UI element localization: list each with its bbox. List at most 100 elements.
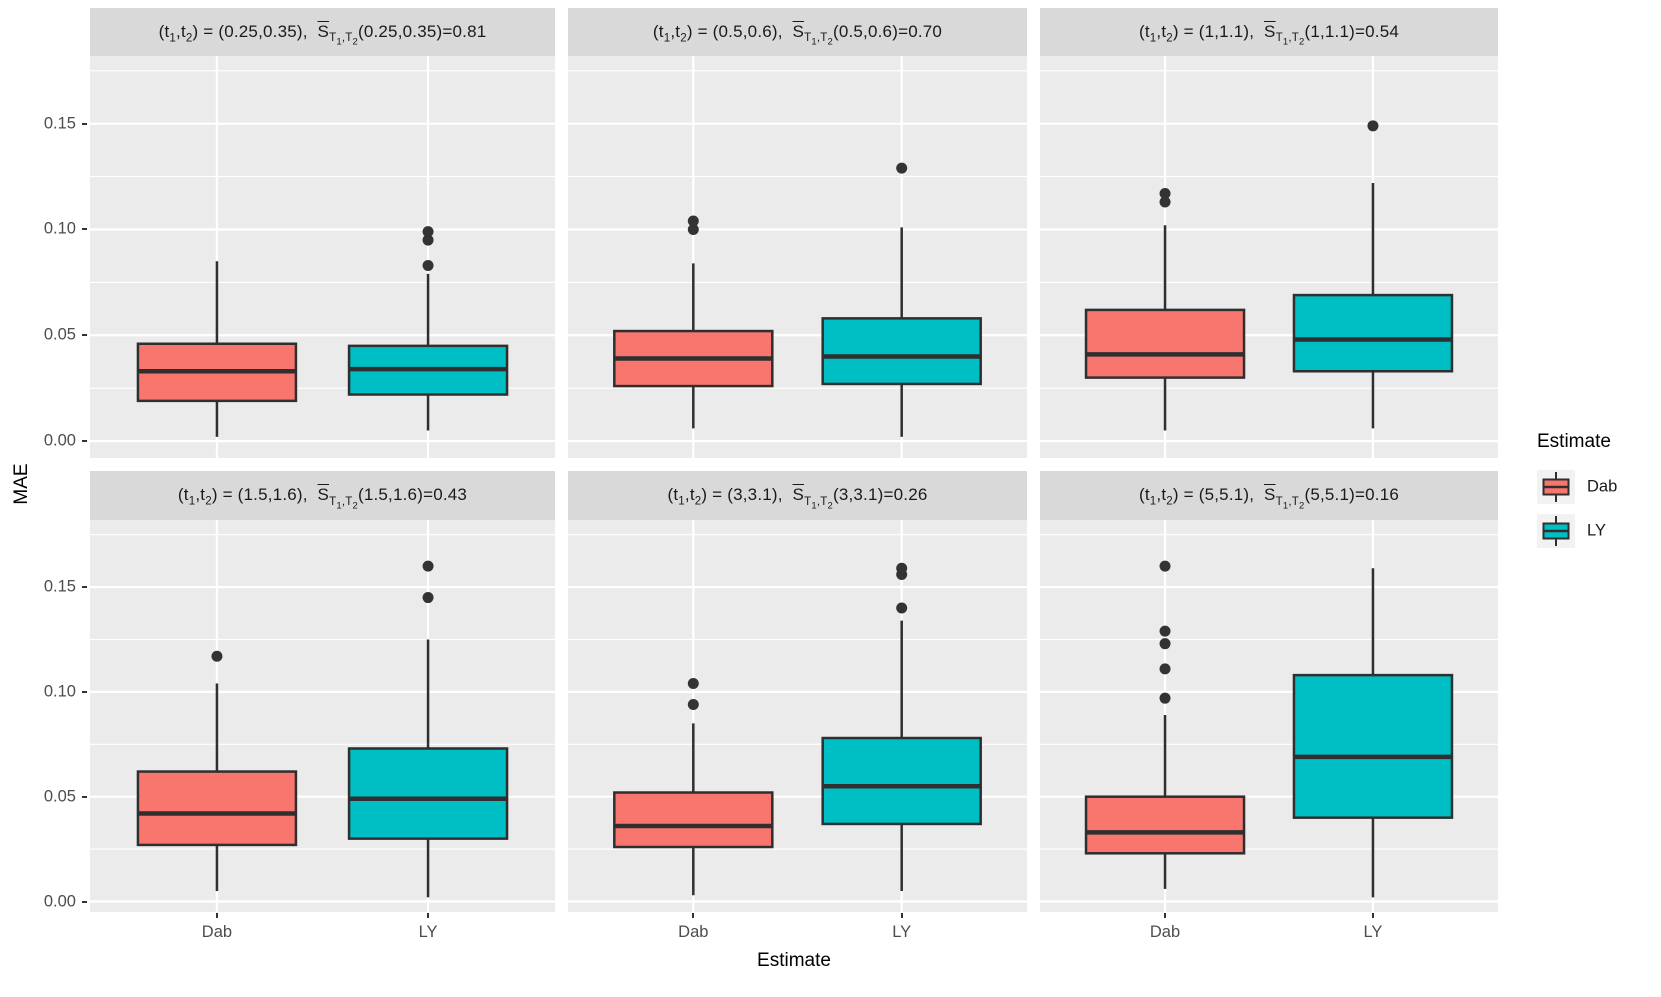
panel-background bbox=[90, 520, 555, 912]
facet-strip: (t1,t2) = (1,1.1), ST1,T2(1,1.1)=0.54 bbox=[1040, 8, 1498, 56]
facet-panel bbox=[568, 520, 1027, 912]
y-tick-label: 0.15 bbox=[43, 114, 76, 133]
boxplot-ly bbox=[347, 226, 509, 431]
facet-title: (t1,t2) = (0.5,0.6), ST1,T2(0.5,0.6)=0.7… bbox=[652, 21, 943, 48]
outlier-point bbox=[896, 562, 908, 574]
iqr-box bbox=[821, 317, 982, 386]
iqr-box bbox=[1084, 795, 1246, 855]
outlier-point bbox=[1159, 638, 1171, 650]
outlier-point bbox=[1159, 560, 1171, 572]
facet-strip: (t1,t2) = (0.25,0.35), ST1,T2(0.25,0.35)… bbox=[90, 8, 555, 56]
boxplot-glyph-icon bbox=[1542, 472, 1570, 502]
outlier-point bbox=[687, 698, 699, 710]
iqr-box bbox=[1084, 308, 1246, 379]
facet-panel bbox=[1040, 520, 1498, 912]
facet-title: (t1,t2) = (5,5.1), ST1,T2(5,5.1)=0.16 bbox=[1138, 485, 1400, 511]
facet-panel bbox=[568, 56, 1027, 458]
facet-title: (t1,t2) = (1.5,1.6), ST1,T2(1.5,1.6)=0.4… bbox=[177, 485, 468, 511]
outlier-point bbox=[1367, 120, 1379, 132]
facet-panel bbox=[90, 56, 555, 458]
boxplot-ly bbox=[1292, 568, 1454, 898]
boxplot-glyph-icon bbox=[1542, 516, 1570, 546]
y-tick-label: 0.05 bbox=[43, 787, 76, 806]
outlier-point bbox=[687, 215, 699, 227]
y-tick-mark bbox=[82, 795, 87, 798]
iqr-box bbox=[1292, 673, 1454, 819]
outlier-point bbox=[1159, 692, 1171, 704]
iqr-box bbox=[821, 736, 982, 826]
outlier-point bbox=[422, 560, 434, 572]
x-tick-label: LY bbox=[892, 923, 912, 941]
y-tick-mark bbox=[82, 900, 87, 903]
facet-strip: (t1,t2) = (5,5.1), ST1,T2(5,5.1)=0.16 bbox=[1040, 471, 1498, 520]
facet-title: (t1,t2) = (1,1.1), ST1,T2(1,1.1)=0.54 bbox=[1138, 21, 1400, 48]
facet-panel bbox=[1040, 56, 1498, 458]
y-tick-label: 0.10 bbox=[43, 682, 76, 701]
x-tick-label: Dab bbox=[678, 923, 709, 941]
facet-strip: (t1,t2) = (3,3.1), ST1,T2(3,3.1)=0.26 bbox=[568, 471, 1027, 520]
legend-key-dab bbox=[1537, 470, 1575, 504]
iqr-box bbox=[613, 791, 774, 849]
x-tick-label: Dab bbox=[201, 923, 233, 941]
facet-title: (t1,t2) = (0.25,0.35), ST1,T2(0.25,0.35)… bbox=[158, 21, 487, 48]
outlier-point bbox=[422, 259, 434, 271]
boxplot-ly bbox=[821, 162, 982, 437]
boxplot-dab bbox=[136, 650, 298, 892]
boxplot-dab bbox=[613, 678, 774, 896]
y-tick-mark bbox=[82, 334, 87, 337]
iqr-box bbox=[347, 747, 509, 840]
x-tick-mark bbox=[427, 913, 430, 918]
x-tick-label: Dab bbox=[1149, 923, 1181, 941]
boxplot-ly bbox=[821, 562, 982, 892]
iqr-box bbox=[136, 770, 298, 847]
legend-label-ly: LY bbox=[1587, 521, 1606, 540]
boxplot-dab bbox=[1084, 560, 1246, 889]
outlier-point bbox=[422, 234, 434, 246]
outlier-point bbox=[1159, 196, 1171, 208]
y-tick-label: 0.00 bbox=[43, 892, 76, 911]
x-tick-label: LY bbox=[418, 923, 438, 941]
y-tick-label: 0.05 bbox=[43, 325, 76, 344]
iqr-box bbox=[1292, 293, 1454, 373]
x-tick-mark bbox=[900, 913, 903, 918]
outlier-point bbox=[687, 223, 699, 235]
facet-title: (t1,t2) = (3,3.1), ST1,T2(3,3.1)=0.26 bbox=[667, 485, 928, 511]
x-tick-mark bbox=[1164, 913, 1167, 918]
y-tick-label: 0.10 bbox=[43, 219, 76, 238]
boxplot-ly bbox=[347, 560, 509, 898]
legend-title: Estimate bbox=[1537, 431, 1611, 452]
legend-key-ly bbox=[1537, 514, 1575, 548]
outlier-point bbox=[422, 592, 434, 604]
y-tick-label: 0.15 bbox=[43, 577, 76, 596]
x-tick-label: LY bbox=[1363, 923, 1383, 941]
facet-panel bbox=[90, 520, 555, 912]
x-tick-mark bbox=[215, 913, 218, 918]
outlier-point bbox=[1159, 663, 1171, 675]
outlier-point bbox=[422, 226, 434, 238]
outlier-point bbox=[1159, 625, 1171, 637]
outlier-point bbox=[896, 162, 908, 174]
y-tick-label: 0.00 bbox=[43, 431, 76, 450]
facet-strip: (t1,t2) = (1.5,1.6), ST1,T2(1.5,1.6)=0.4… bbox=[90, 471, 555, 520]
boxplot-dab bbox=[613, 215, 774, 429]
outlier-point bbox=[211, 650, 223, 662]
panel-background bbox=[1040, 56, 1498, 458]
panel-background bbox=[568, 520, 1027, 912]
boxplot-ly bbox=[1292, 120, 1454, 429]
panel-background bbox=[568, 56, 1027, 458]
x-tick-mark bbox=[692, 913, 695, 918]
boxplot-dab bbox=[1084, 188, 1246, 431]
outlier-point bbox=[687, 678, 699, 690]
y-tick-mark bbox=[82, 690, 87, 693]
y-tick-mark bbox=[82, 228, 87, 231]
outlier-point bbox=[1159, 188, 1171, 200]
y-tick-mark bbox=[82, 586, 87, 589]
legend-label-dab: Dab bbox=[1587, 477, 1618, 496]
boxplot-dab bbox=[136, 261, 298, 437]
outlier-point bbox=[896, 602, 908, 614]
y-axis-title: MAE bbox=[11, 463, 32, 505]
y-tick-mark bbox=[82, 122, 87, 125]
y-tick-mark bbox=[82, 440, 87, 443]
facet-strip: (t1,t2) = (0.5,0.6), ST1,T2(0.5,0.6)=0.7… bbox=[568, 8, 1027, 56]
